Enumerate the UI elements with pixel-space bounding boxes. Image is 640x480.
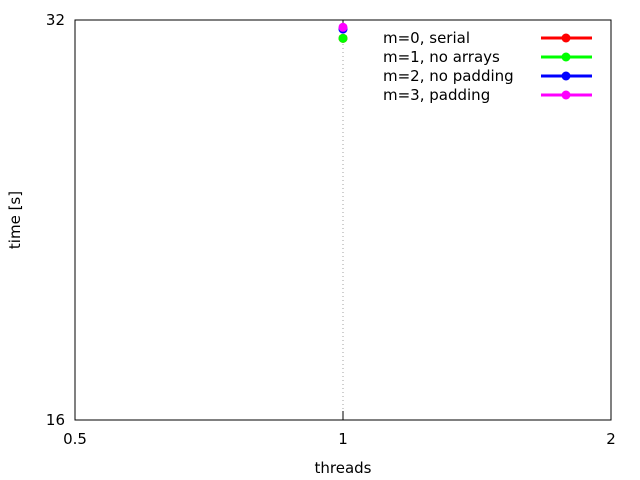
series-m-3-padding [338,22,348,32]
x-axis-title: threads [315,459,372,477]
y-tick-label: 16 [46,411,65,429]
tick-labels: 0.5 1 2 16 32 [46,11,616,448]
legend-marker [561,90,571,100]
data-point [338,22,348,32]
y-tick-label: 32 [46,11,65,29]
legend-marker [561,33,571,43]
legend-item: m=1, no arrays [383,48,592,66]
x-tick-label: 0.5 [63,430,87,448]
legend-label: m=2, no padding [383,67,514,85]
legend-label: m=0, serial [383,29,470,47]
legend-label: m=1, no arrays [383,48,500,66]
legend-marker [561,71,571,81]
legend-item: m=2, no padding [383,67,592,85]
y-axis-title: time [s] [6,191,24,249]
legend-item: m=3, padding [383,86,592,104]
x-tick-label: 1 [338,430,348,448]
legend-label: m=3, padding [383,86,490,104]
legend-marker [561,52,571,62]
legend-item: m=0, serial [383,29,592,47]
series-layer [338,22,348,43]
series-m-1-no-arrays [338,33,348,43]
x-tick-label: 2 [606,430,616,448]
data-point [338,33,348,43]
